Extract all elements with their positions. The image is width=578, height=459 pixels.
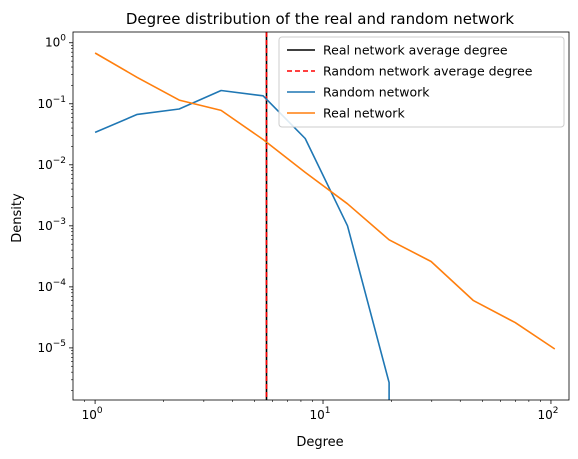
y-tick-label-5: 100 [45, 34, 66, 50]
real-network-line [94, 52, 556, 350]
y-tick-label-1: 10−4 [37, 278, 66, 294]
y-tick-label-3: 10−2 [37, 156, 66, 172]
legend-label-random-average: Random network average degree [323, 64, 533, 79]
data-layer [94, 32, 556, 400]
legend-label-real-network: Real network [323, 106, 405, 121]
y-tick-label-2: 10−3 [37, 217, 66, 233]
legend-label-real-average: Real network average degree [323, 43, 508, 58]
legend-label-random-network: Random network [323, 85, 430, 100]
x-axis-label: Degree [296, 435, 343, 450]
axes-frame [72, 31, 570, 401]
y-axis-label: Density [10, 193, 25, 243]
chart-title: Degree distribution of the real and rand… [126, 10, 515, 28]
random-network-line [94, 89, 390, 400]
legend: Real network average degree Random networ… [278, 36, 565, 128]
y-tick-label-4: 10−1 [37, 95, 66, 111]
legend-box [278, 36, 565, 128]
y-tick-label-0: 10−5 [37, 339, 66, 355]
